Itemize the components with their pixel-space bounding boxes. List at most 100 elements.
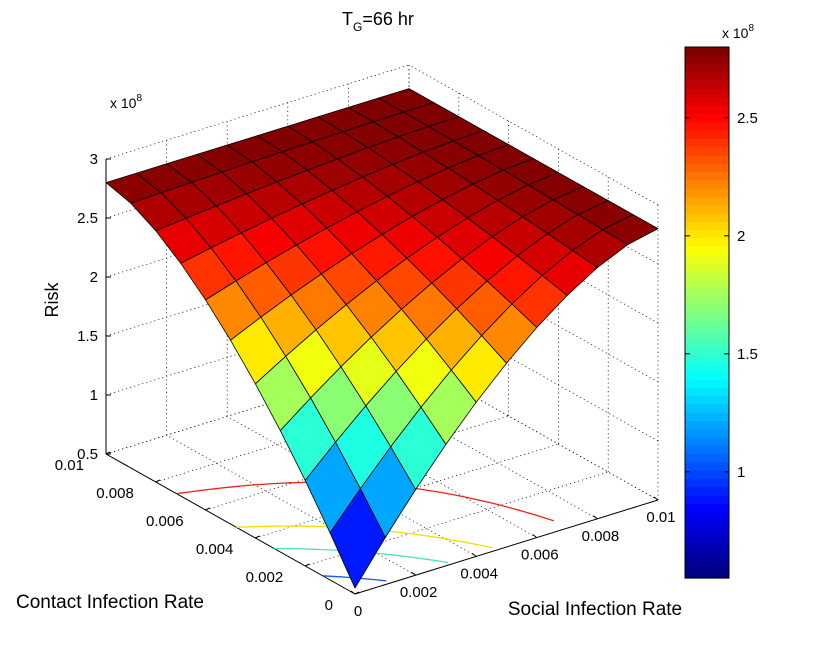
colorbar-swatch: [685, 47, 729, 56]
colorbar-swatch: [685, 279, 729, 289]
colorbar-swatch: [685, 129, 729, 139]
x-axis-line: [354, 499, 659, 595]
z-axis-label: Risk: [42, 282, 62, 318]
colorbar-swatch: [685, 362, 729, 372]
x-tick-label: 0.006: [521, 547, 559, 564]
y-tick-label: 0.008: [96, 485, 134, 502]
colorbar-swatch: [685, 436, 729, 446]
colorbar-swatch: [685, 387, 729, 397]
x-tick-label: 0.008: [582, 528, 620, 545]
y-tick-label: 0.004: [196, 541, 234, 558]
colorbar-exponent-label: x 108: [722, 23, 754, 41]
colorbar-tick-label: 1.5: [737, 346, 758, 363]
colorbar-swatch: [685, 229, 729, 239]
x-tick-mark: [593, 515, 598, 520]
z-tick-label: 1.5: [77, 328, 98, 345]
colorbar-swatch: [685, 63, 729, 73]
x-tick-label: 0.01: [646, 509, 675, 526]
colorbar: x 108 1 1.5 2 2.5: [684, 23, 758, 579]
grid-line: [408, 359, 659, 501]
y-tick-label: 0.006: [146, 513, 184, 530]
colorbar-swatch: [685, 304, 729, 314]
colorbar-swatch: [685, 138, 729, 148]
colorbar-frame: [684, 46, 730, 579]
colorbar-swatch: [685, 204, 729, 214]
colorbar-swatch: [685, 561, 729, 571]
colorbar-swatch: [685, 312, 729, 322]
x-tick-label: 0.002: [400, 584, 438, 601]
colorbar-swatch: [685, 113, 729, 123]
colorbar-swatch: [685, 237, 729, 247]
colorbar-swatch: [685, 403, 729, 413]
colorbar-swatch: [685, 445, 729, 455]
colorbar-swatch: [685, 254, 729, 264]
y-tick-mark: [255, 535, 260, 539]
colorbar-tick-label: 1: [737, 464, 745, 481]
colorbar-swatch: [685, 121, 729, 131]
colorbar-swatch: [685, 295, 729, 305]
colorbar-swatch: [685, 171, 729, 181]
colorbar-swatch: [685, 412, 729, 421]
colorbar-ticks: 1 1.5 2 2.5: [685, 110, 758, 481]
x-tick-mark: [532, 534, 538, 538]
grid-line: [166, 434, 416, 576]
x-tick-label: 0.004: [460, 565, 498, 582]
colorbar-swatch: [685, 146, 729, 156]
colorbar-swatch: [685, 88, 729, 98]
z-exponent-label: x 108: [110, 93, 142, 111]
colorbar-swatch: [685, 353, 729, 363]
x-tick-label: 0: [354, 603, 362, 620]
colorbar-swatch: [685, 395, 729, 405]
z-tick-label: 2.5: [77, 210, 98, 227]
x-tick-mark: [653, 496, 659, 501]
axes: 0 0.002 0.004 0.006 0.008 0.01 0 0.002 0.004 0.00…: [55, 151, 676, 620]
colorbar-swatch: [685, 154, 729, 164]
colorbar-swatch: [685, 271, 729, 280]
y-tick-label: 0.01: [55, 457, 84, 474]
colorbar-swatch: [685, 528, 729, 538]
colorbar-swatch: [685, 478, 729, 488]
colorbar-swatch: [685, 179, 729, 189]
y-tick-mark: [205, 507, 210, 511]
chart-title: TG=66 hr: [342, 9, 414, 34]
colorbar-swatch: [685, 553, 729, 563]
grid-line: [408, 300, 659, 442]
colorbar-swatch: [685, 196, 729, 206]
colorbar-swatch: [685, 262, 729, 272]
x-tick-mark: [350, 590, 356, 595]
x-tick-mark: [411, 571, 416, 576]
colorbar-swatch: [685, 105, 729, 114]
colorbar-swatch: [685, 420, 729, 430]
colorbar-swatch: [685, 569, 729, 579]
colorbar-swatch: [685, 378, 729, 388]
colorbar-swatch: [685, 212, 729, 222]
colorbar-swatch: [685, 163, 729, 173]
x-tick-mark: [471, 553, 477, 557]
colorbar-tick-label: 2.5: [737, 110, 758, 127]
colorbar-swatch: [685, 246, 729, 256]
colorbar-swatch: [685, 486, 729, 496]
colorbar-swatch: [685, 329, 729, 338]
colorbar-swatch: [685, 370, 729, 380]
colorbar-swatch: [685, 519, 729, 529]
y-tick-mark: [304, 563, 310, 567]
z-tick-label: 2: [90, 269, 98, 286]
z-tick-label: 1: [90, 387, 98, 404]
colorbar-tick-label: 2: [737, 228, 745, 245]
y-axis-label: Contact Infection Rate: [16, 592, 204, 613]
y-tick-mark: [155, 479, 161, 483]
colorbar-swatch: [685, 345, 729, 355]
y-tick-label: 0.002: [246, 569, 284, 586]
colorbar-swatch: [685, 80, 729, 90]
colorbar-swatch: [685, 71, 729, 81]
colorbar-swatch: [685, 495, 729, 504]
y-axis-line: [105, 453, 356, 595]
z-tick-label: 0.5: [77, 446, 98, 463]
colorbar-swatch: [685, 453, 729, 463]
colorbar-swatch: [685, 337, 729, 347]
colorbar-gradient: [685, 47, 729, 579]
colorbar-swatch: [685, 188, 729, 197]
colorbar-swatch: [685, 221, 729, 231]
colorbar-swatch: [685, 320, 729, 330]
y-tick-label: 0: [325, 597, 333, 614]
